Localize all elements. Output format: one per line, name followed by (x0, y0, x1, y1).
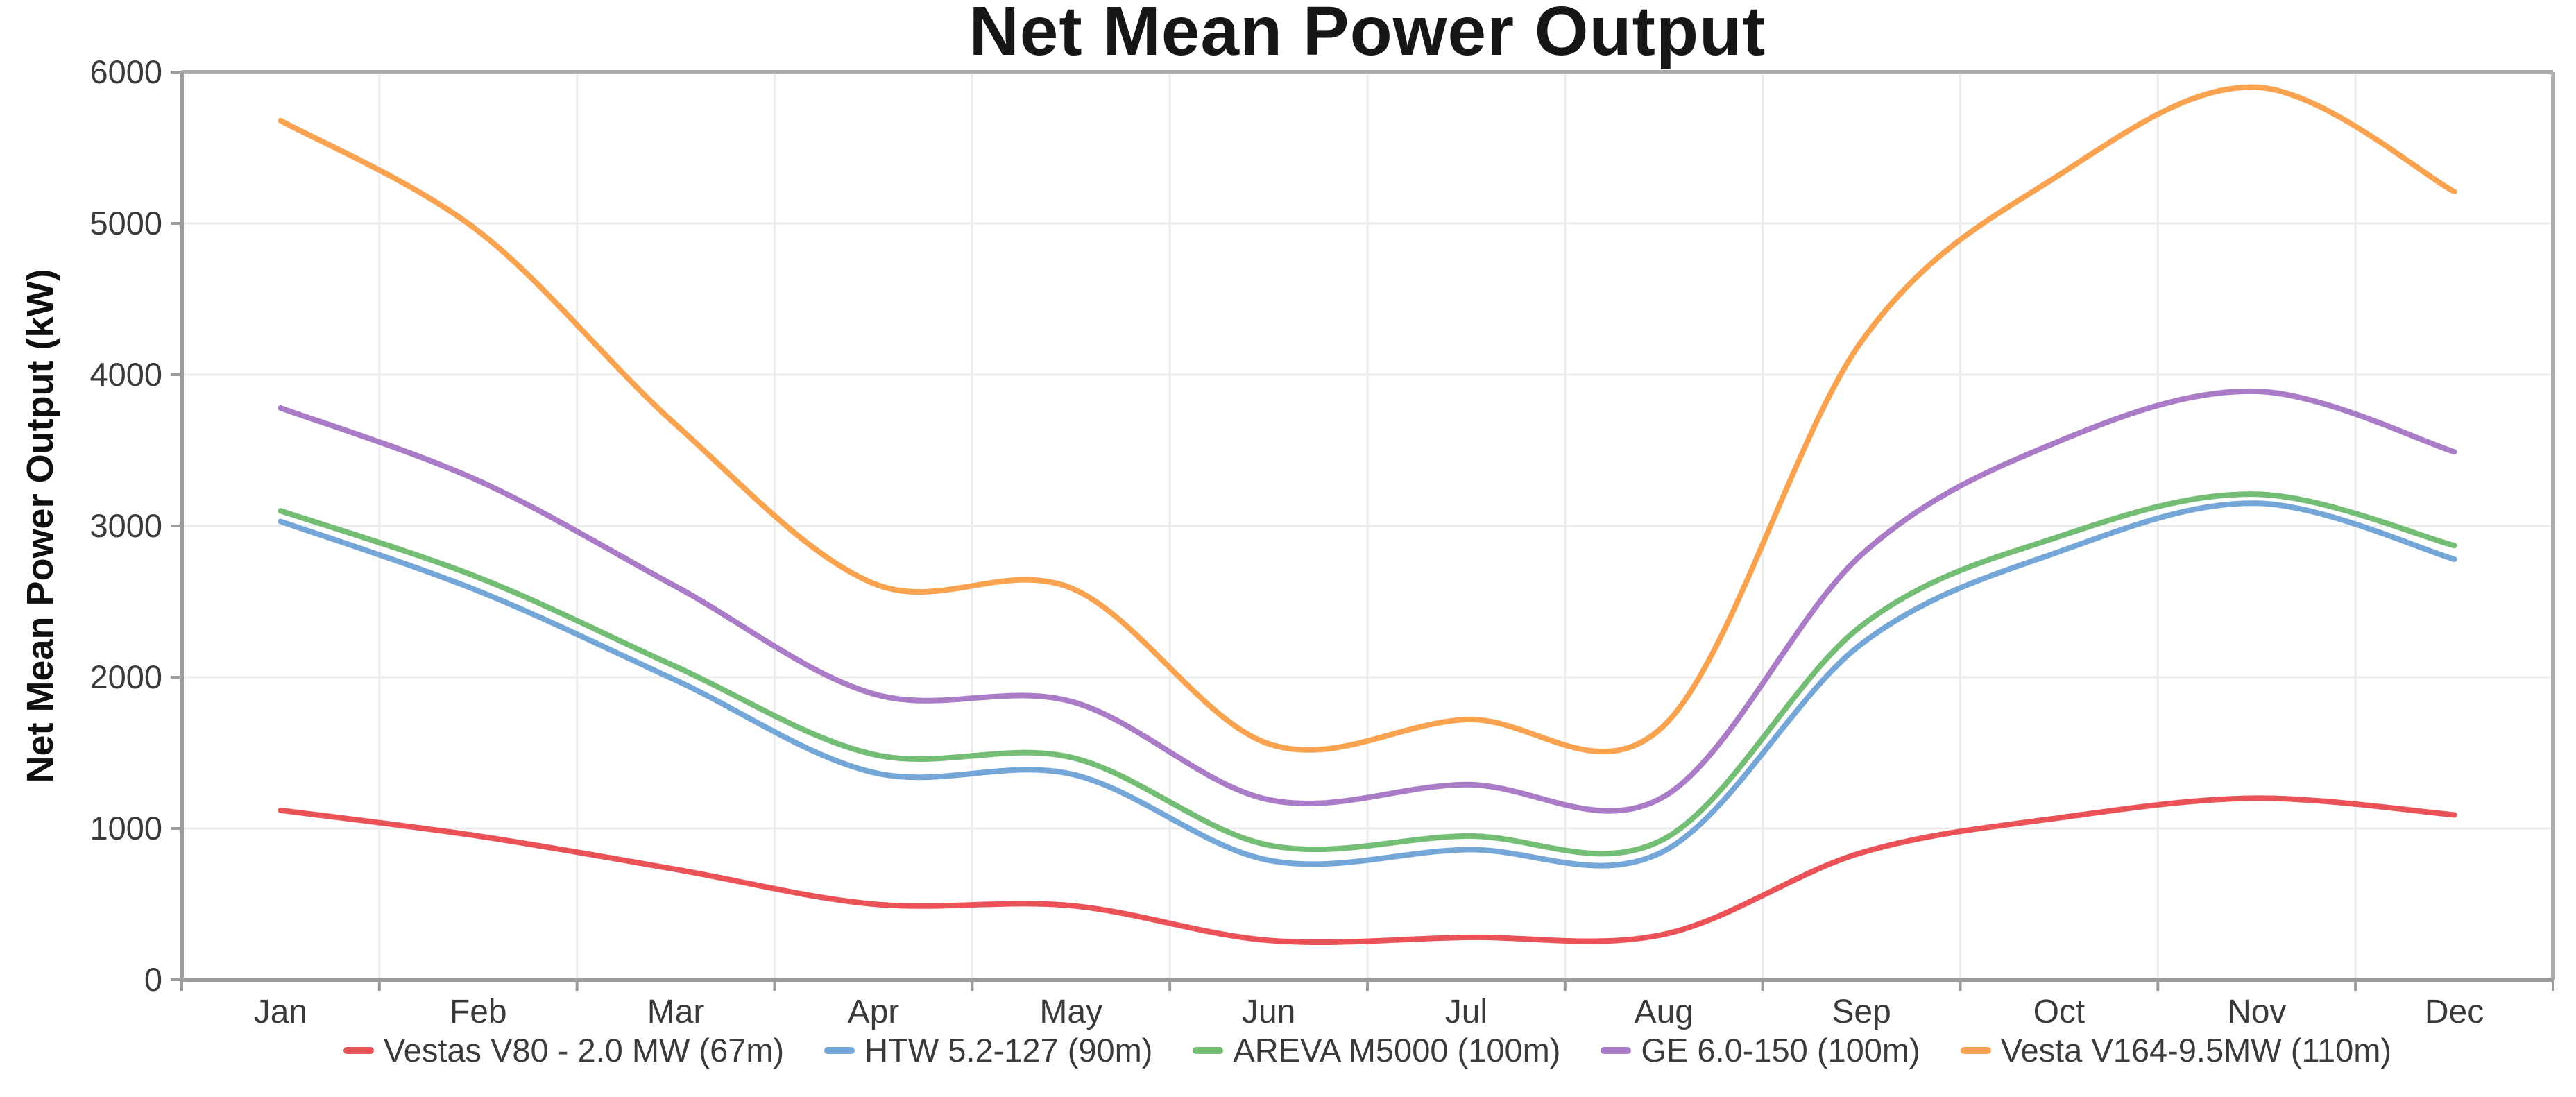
x-tick-label: Feb (450, 994, 507, 1030)
legend-label: Vesta V164-9.5MW (110m) (2000, 1032, 2392, 1069)
series-line-1 (278, 795, 2457, 946)
y-tick-label: 2000 (89, 658, 162, 695)
x-tick-label: Apr (848, 994, 900, 1030)
legend-label: AREVA M5000 (100m) (1233, 1032, 1561, 1069)
legend-item: GE 6.0-150 (100m) (1601, 1031, 1920, 1069)
y-tick-label: 6000 (89, 53, 162, 90)
legend-item: AREVA M5000 (100m) (1193, 1031, 1560, 1069)
legend-label: Vestas V80 - 2.0 MW (67m) (383, 1032, 785, 1069)
x-tick-label: Oct (2033, 994, 2085, 1030)
legend-item: Vesta V164-9.5MW (110m) (1960, 1031, 2392, 1069)
x-tick-label: Jun (1242, 994, 1295, 1030)
series-line-5 (278, 84, 2457, 755)
chart-title: Net Mean Power Output (969, 0, 1766, 70)
x-tick-label: Sep (1832, 994, 1891, 1030)
legend-item: HTW 5.2-127 (90m) (824, 1031, 1152, 1069)
series-line-2 (278, 500, 2457, 869)
x-tick-label: Aug (1635, 994, 1694, 1030)
legend-label: HTW 5.2-127 (90m) (864, 1032, 1153, 1069)
x-tick-label: Mar (647, 994, 705, 1030)
y-tick-label: 5000 (89, 205, 162, 241)
x-tick-label: Dec (2425, 994, 2484, 1030)
legend-label: GE 6.0-150 (100m) (1641, 1032, 1920, 1069)
x-tick-label: May (1039, 994, 1102, 1030)
series-line-4 (278, 388, 2457, 814)
y-tick-label: 1000 (89, 810, 162, 847)
legend-marker (824, 1046, 855, 1054)
series-line-3 (278, 491, 2457, 857)
legend-marker (1960, 1046, 1991, 1054)
chart-legend: Vestas V80 - 2.0 MW (67m) HTW 5.2-127 (90… (182, 1031, 2553, 1069)
y-tick-label: 0 (144, 961, 162, 998)
legend-item: Vestas V80 - 2.0 MW (67m) (343, 1031, 784, 1069)
y-tick-label: 3000 (89, 507, 162, 544)
legend-marker (343, 1046, 374, 1054)
legend-marker (1601, 1046, 1632, 1054)
x-tick-label: Jan (254, 994, 307, 1030)
legend-marker (1193, 1046, 1224, 1054)
x-tick-label: Jul (1445, 994, 1487, 1030)
y-tick-label: 4000 (89, 356, 162, 393)
x-tick-label: Nov (2227, 994, 2286, 1030)
